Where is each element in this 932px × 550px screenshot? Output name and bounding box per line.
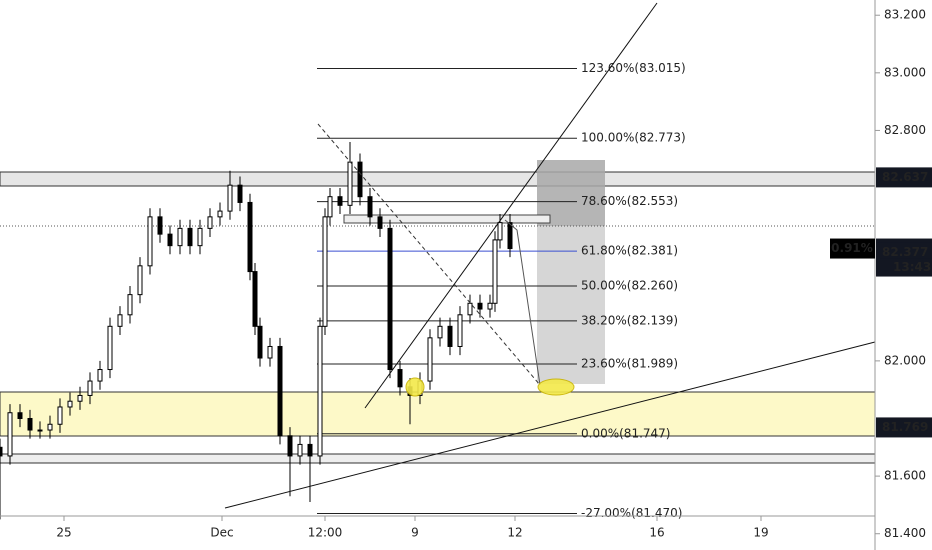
y-tick-label: 82.000 <box>884 353 926 367</box>
candle-body <box>177 227 183 247</box>
fib-label: 23.60%(81.989) <box>581 357 678 371</box>
candle-body <box>437 325 443 339</box>
x-tick-label: 25 <box>56 526 71 540</box>
candle-body <box>367 196 373 218</box>
candle-body <box>387 227 393 371</box>
candle-body <box>57 406 63 425</box>
y-tick-label: 83.200 <box>884 8 926 22</box>
candle-body <box>492 239 498 304</box>
candle-body <box>427 337 433 382</box>
trend-line <box>224 341 876 509</box>
change-label: 0.91% <box>831 241 873 255</box>
candle-body <box>277 345 283 437</box>
candle-body <box>97 369 103 382</box>
candle-body <box>147 216 153 267</box>
candle-body <box>17 412 23 419</box>
x-tick-label: 12 <box>507 526 522 540</box>
fib-label: 123.60%(83.015) <box>581 61 686 75</box>
fib-label: 100.00%(82.773) <box>581 131 686 145</box>
candle-body <box>447 325 453 347</box>
dashed-line <box>317 123 541 386</box>
candle-body <box>137 265 143 296</box>
x-tick-label: 12:00 <box>308 526 343 540</box>
x-tick-label: 9 <box>411 526 419 540</box>
fib-label: 38.20%(82.139) <box>581 313 678 327</box>
candle-body <box>87 380 93 396</box>
trend-line <box>364 2 658 409</box>
candle-body <box>337 196 343 206</box>
candles <box>0 141 513 520</box>
support-zone <box>0 391 876 437</box>
candle-body <box>457 314 463 347</box>
candle-body <box>252 271 258 327</box>
candle-body <box>397 369 403 388</box>
candle-body <box>327 196 333 218</box>
candle-body <box>127 294 133 316</box>
candle-body <box>77 394 83 402</box>
candle-body <box>47 423 53 431</box>
candle-body <box>507 222 513 250</box>
axes: 83.200 83.000 82.800 82.000 81.600 81.400 25 De… <box>56 8 932 540</box>
candle-body <box>322 216 328 327</box>
candle-body <box>27 417 33 431</box>
target-box <box>537 226 605 384</box>
x-tick-label: 16 <box>649 526 664 540</box>
candle-body <box>487 302 493 310</box>
price-badge <box>876 242 932 263</box>
y-tick-label: 83.000 <box>884 65 926 79</box>
candle-body <box>297 443 303 457</box>
small-zone <box>343 214 551 224</box>
candle-body <box>207 216 213 229</box>
candle-body <box>267 345 273 359</box>
price-badge-label: 82.637 <box>882 170 928 184</box>
projection-line <box>504 219 541 386</box>
candle-body <box>67 400 73 408</box>
x-tick-label: 19 <box>753 526 768 540</box>
candle-body <box>477 302 483 310</box>
highlight <box>405 377 425 397</box>
candle-body <box>307 443 313 457</box>
candle-body <box>187 227 193 247</box>
fib-label: -27.00%(81.470) <box>581 506 682 520</box>
candle-body <box>287 435 293 457</box>
candle-body <box>217 210 223 218</box>
candle-body <box>357 161 363 198</box>
candle-body <box>107 325 113 371</box>
candle-body <box>197 227 203 247</box>
y-tick-label: 82.800 <box>884 123 926 137</box>
countdown: 13:43 <box>893 260 931 274</box>
lower-zone <box>0 453 876 464</box>
candle-body <box>37 429 43 432</box>
y-tick-label: 81.600 <box>884 469 926 483</box>
fib-label: 78.60%(82.553) <box>581 194 678 208</box>
candle-body <box>7 412 13 457</box>
candle-body <box>317 325 323 457</box>
candle-body <box>117 314 123 327</box>
price-badge-label: 81.769 <box>882 420 928 434</box>
highlight <box>537 378 575 396</box>
fib-label: 50.00%(82.260) <box>581 278 678 292</box>
price-badge <box>876 167 932 188</box>
price-badge <box>876 417 932 438</box>
candle-body <box>347 161 353 206</box>
candle-body <box>257 325 263 359</box>
candle-body <box>0 446 3 457</box>
fib-label: 61.80%(82.381) <box>581 244 678 258</box>
candle-body <box>377 216 383 229</box>
candle-body <box>467 302 473 316</box>
candle-body <box>227 184 233 212</box>
countdown-badge <box>876 258 932 277</box>
price-badge-label: 82.377 <box>882 245 928 259</box>
candle-body <box>157 216 163 235</box>
candle-body <box>247 201 253 273</box>
candle-body <box>237 184 243 203</box>
y-tick-label: 81.400 <box>884 526 926 540</box>
candle-body <box>497 222 503 241</box>
fib-label: 0.00%(81.747) <box>581 426 670 440</box>
candle-body <box>167 233 173 247</box>
change-badge <box>830 238 875 259</box>
resistance-zone <box>0 171 876 187</box>
x-tick-label: Dec <box>210 526 233 540</box>
